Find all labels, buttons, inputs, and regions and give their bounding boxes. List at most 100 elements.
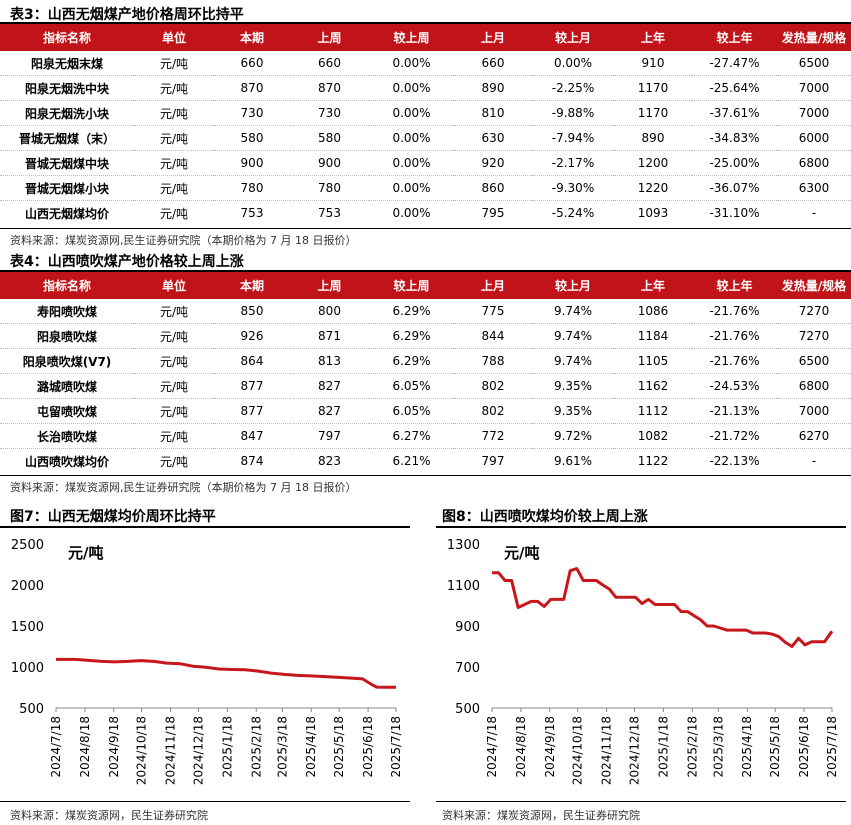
x-tick-label: 2024/8/18 xyxy=(78,716,92,778)
row-label: 寿阳喷吹煤 xyxy=(0,299,134,324)
table-cell: 823 xyxy=(318,454,341,468)
table-cell: 元/吨 xyxy=(134,323,214,349)
row-label: 阳泉无烟洗小块 xyxy=(0,100,134,126)
table-cell: 0.00% xyxy=(369,150,454,176)
table3-header-cell: 指标名称 xyxy=(0,24,134,51)
table-cell: 9.35% xyxy=(532,373,614,399)
table-cell: 6800 xyxy=(777,373,851,399)
table-cell: 元/吨 xyxy=(134,125,214,151)
table-cell: 874 xyxy=(240,454,264,468)
series-line xyxy=(56,657,396,689)
table3-source: 资料来源：煤炭资源网,民生证券研究院（本期价格为 7 月 18 日报价） xyxy=(10,234,357,247)
table3-top-rule xyxy=(0,22,851,24)
table-cell: 6.05% xyxy=(369,398,454,424)
table4-source: 资料来源：煤炭资源网,民生证券研究院（本期价格为 7 月 18 日报价） xyxy=(10,481,357,494)
table3-header-cell: 较上年 xyxy=(692,24,777,51)
row-label: 阳泉无烟洗中块 xyxy=(0,75,134,101)
table4-header-cell: 发热量/规格 xyxy=(777,272,851,299)
series-line xyxy=(492,567,834,648)
table-cell: 7000 xyxy=(777,100,851,126)
table-cell: 810 xyxy=(454,100,532,126)
table3-header-cell: 本期 xyxy=(214,24,290,51)
table-cell: 926 xyxy=(214,323,290,349)
row-label: 晋城无烟煤（末） xyxy=(0,125,134,151)
figure8-title: 图8：山西喷吹煤均价较上周上涨 xyxy=(442,509,648,525)
table-cell: -34.83% xyxy=(692,125,777,151)
table4-header-cell: 上周 xyxy=(290,272,369,299)
table-cell: 827 xyxy=(290,373,369,399)
x-tick-label: 2025/1/18 xyxy=(656,716,670,778)
table-cell: 元/吨 xyxy=(134,423,214,449)
table-cell: -21.76% xyxy=(692,348,777,374)
table4-header-cell: 较上年 xyxy=(692,272,777,299)
x-tick-label: 2024/8/18 xyxy=(514,716,528,778)
table-cell: 元/吨 xyxy=(134,299,214,324)
table-cell: 1220 xyxy=(614,175,692,201)
table-row: 晋城无烟煤小块 元/吨 780 780 0.00% 860 -9.30% 1220 -36.07… xyxy=(0,175,851,201)
table-row: 阳泉无烟末煤 元/吨 660 660 0.00% 660 0.00% 910 -27.47% 65… xyxy=(0,51,851,76)
table-cell: 1082 xyxy=(614,423,692,449)
table3-header-cell: 较上周 xyxy=(369,24,454,51)
table-cell: 1086 xyxy=(614,299,692,324)
x-tick-label: 2024/11/18 xyxy=(600,716,614,785)
table-cell: -21.76% xyxy=(692,323,777,349)
table-cell: 580 xyxy=(290,125,369,151)
table-cell: 9.61% xyxy=(553,454,593,468)
table-cell: 753 xyxy=(318,206,341,220)
table-cell: 9.74% xyxy=(532,323,614,349)
table4-title: 表4：山西喷吹煤产地价格较上周上涨 xyxy=(10,254,244,270)
table4: 指标名称 单位 本期 上周 较上周 上月 较上月 上年 较上年 发热量/规格 寿阳喷吹煤 元/吨 85… xyxy=(0,272,851,473)
table3-header-cell: 上月 xyxy=(454,24,532,51)
table-cell: -25.64% xyxy=(692,75,777,101)
table-cell: 元/吨 xyxy=(134,398,214,424)
table-cell: -37.61% xyxy=(692,100,777,126)
y-tick-label: 2000 xyxy=(11,579,44,594)
table-cell: 7000 xyxy=(777,75,851,101)
table-row: 山西无烟煤均价 元/吨 753 753 0.00% 795 -5.24% 1093 -31.10… xyxy=(0,201,851,226)
x-tick-label: 2024/10/18 xyxy=(571,716,585,785)
table4-header-cell: 上月 xyxy=(454,272,532,299)
table-cell: 910 xyxy=(614,51,692,76)
table-cell: 7270 xyxy=(777,323,851,349)
table-cell: - xyxy=(811,454,817,468)
figure8-source: 资料来源：煤炭资源网，民生证券研究院 xyxy=(442,809,640,822)
table4-header-cell: 单位 xyxy=(134,272,214,299)
table-cell: 0.00% xyxy=(369,125,454,151)
table-cell: 900 xyxy=(290,150,369,176)
table-cell: - xyxy=(811,206,817,220)
table-cell: 870 xyxy=(214,75,290,101)
table-cell: 9.74% xyxy=(532,348,614,374)
y-tick-label: 500 xyxy=(455,702,480,717)
table-cell: -27.47% xyxy=(692,51,777,76)
table4-header-cell: 较上周 xyxy=(369,272,454,299)
y-tick-label: 2500 xyxy=(11,538,44,553)
table-row: 晋城无烟煤中块 元/吨 900 900 0.00% 920 -2.17% 1200 -25.00… xyxy=(0,150,851,176)
table-cell: 元/吨 xyxy=(159,206,189,221)
table4-header-cell: 较上月 xyxy=(532,272,614,299)
table-cell: 0.00% xyxy=(369,51,454,76)
y-tick-label: 700 xyxy=(455,661,480,676)
table-cell: 元/吨 xyxy=(159,454,189,469)
row-label: 阳泉喷吹煤 xyxy=(0,323,134,349)
table-cell: 0.00% xyxy=(369,100,454,126)
table-cell: -2.17% xyxy=(532,150,614,176)
x-tick-label: 2024/12/18 xyxy=(192,716,206,785)
x-tick-label: 2025/1/18 xyxy=(220,716,234,778)
table-cell: 870 xyxy=(290,75,369,101)
table-cell: 890 xyxy=(614,125,692,151)
x-tick-label: 2025/2/18 xyxy=(685,716,699,778)
table-cell: 1170 xyxy=(614,100,692,126)
table-row: 阳泉喷吹煤(V7) 元/吨 864 813 6.29% 788 9.74% 1105 -21.7… xyxy=(0,348,851,374)
row-label: 屯留喷吹煤 xyxy=(0,398,134,424)
table-cell: 920 xyxy=(454,150,532,176)
table-cell: 6300 xyxy=(777,175,851,201)
table-cell: 860 xyxy=(454,175,532,201)
table-cell: 580 xyxy=(214,125,290,151)
row-label: 潞城喷吹煤 xyxy=(0,373,134,399)
row-label: 山西无烟煤均价 xyxy=(24,206,109,221)
table3-header-cell: 较上月 xyxy=(532,24,614,51)
x-tick-label: 2024/7/18 xyxy=(485,716,499,778)
row-label: 山西喷吹煤均价 xyxy=(24,454,109,469)
table-cell: 1105 xyxy=(614,348,692,374)
x-tick-label: 2024/9/18 xyxy=(107,716,121,778)
